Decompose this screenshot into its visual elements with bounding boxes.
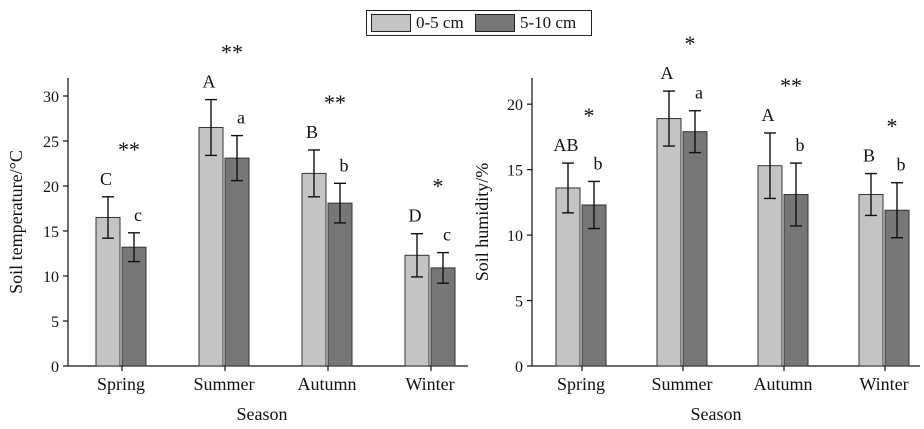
significance-marker: * — [433, 174, 444, 199]
data-label-letter: C — [100, 169, 112, 189]
data-label-letter: b — [897, 155, 906, 175]
bar — [121, 246, 147, 367]
significance-marker: * — [887, 114, 898, 139]
y-tick-label: 15 — [43, 224, 59, 241]
y-axis-title: Soil temperature/°C — [6, 150, 26, 294]
x-tick-label: Summer — [652, 374, 713, 394]
data-label-letter: c — [134, 205, 142, 225]
y-tick-label: 10 — [507, 228, 523, 245]
significance-marker: ** — [221, 40, 243, 65]
data-label-letter: A — [762, 105, 775, 125]
data-label-letter: c — [443, 225, 451, 245]
x-axis-title: Season — [691, 404, 742, 424]
bar — [327, 202, 353, 367]
bar — [581, 204, 607, 367]
y-tick-label: 5 — [515, 294, 523, 311]
bar — [682, 131, 708, 367]
data-label-letter: A — [661, 63, 674, 83]
data-label-letter: A — [203, 72, 216, 92]
y-axis-title: Soil humidity/% — [472, 163, 492, 282]
x-tick-label: Autumn — [753, 374, 812, 394]
y-tick-label: 20 — [43, 179, 59, 196]
y-tick-label: 5 — [51, 314, 59, 331]
y-tick-label: 0 — [51, 359, 59, 376]
y-tick-label: 20 — [507, 97, 523, 114]
x-tick-label: Spring — [97, 374, 145, 394]
significance-marker: ** — [118, 137, 140, 162]
bar — [198, 127, 224, 367]
y-tick-label: 0 — [515, 359, 523, 376]
y-tick-label: 25 — [43, 134, 59, 151]
y-tick-label: 10 — [43, 269, 59, 286]
bar — [301, 172, 327, 367]
x-tick-label: Spring — [557, 374, 605, 394]
bar — [555, 187, 581, 367]
legend-item-5-10cm: 5-10 cm — [475, 13, 577, 32]
x-tick-label: Autumn — [297, 374, 356, 394]
data-label-letter: b — [340, 155, 349, 175]
bar — [430, 267, 456, 367]
legend: 0-5 cm 5-10 cm — [366, 10, 592, 36]
significance-marker: * — [584, 103, 595, 128]
data-label-letter: AB — [553, 135, 578, 155]
bar — [224, 157, 250, 367]
data-label-letter: B — [306, 122, 318, 142]
data-label-letter: a — [695, 83, 703, 103]
x-tick-label: Winter — [859, 374, 908, 394]
x-tick-label: Summer — [194, 374, 255, 394]
bar — [858, 194, 884, 367]
data-label-letter: B — [863, 146, 875, 166]
data-label-letter: a — [237, 108, 245, 128]
x-tick-label: Winter — [405, 374, 454, 394]
significance-marker: ** — [780, 73, 802, 98]
data-label-letter: D — [409, 206, 422, 226]
legend-swatch-5-10cm — [475, 14, 515, 32]
y-tick-label: 30 — [43, 89, 59, 106]
x-axis-title: Season — [237, 404, 288, 424]
y-tick-label: 15 — [507, 163, 523, 180]
significance-marker: ** — [324, 90, 346, 115]
bar — [95, 217, 121, 367]
legend-label-0-5cm: 0-5 cm — [416, 13, 464, 32]
significance-marker: * — [685, 31, 696, 56]
legend-item-0-5cm: 0-5 cm — [371, 13, 464, 32]
legend-label-5-10cm: 5-10 cm — [520, 13, 577, 32]
bar — [656, 118, 682, 367]
data-label-letter: b — [796, 135, 805, 155]
data-label-letter: b — [594, 153, 603, 173]
legend-swatch-0-5cm — [371, 14, 411, 32]
